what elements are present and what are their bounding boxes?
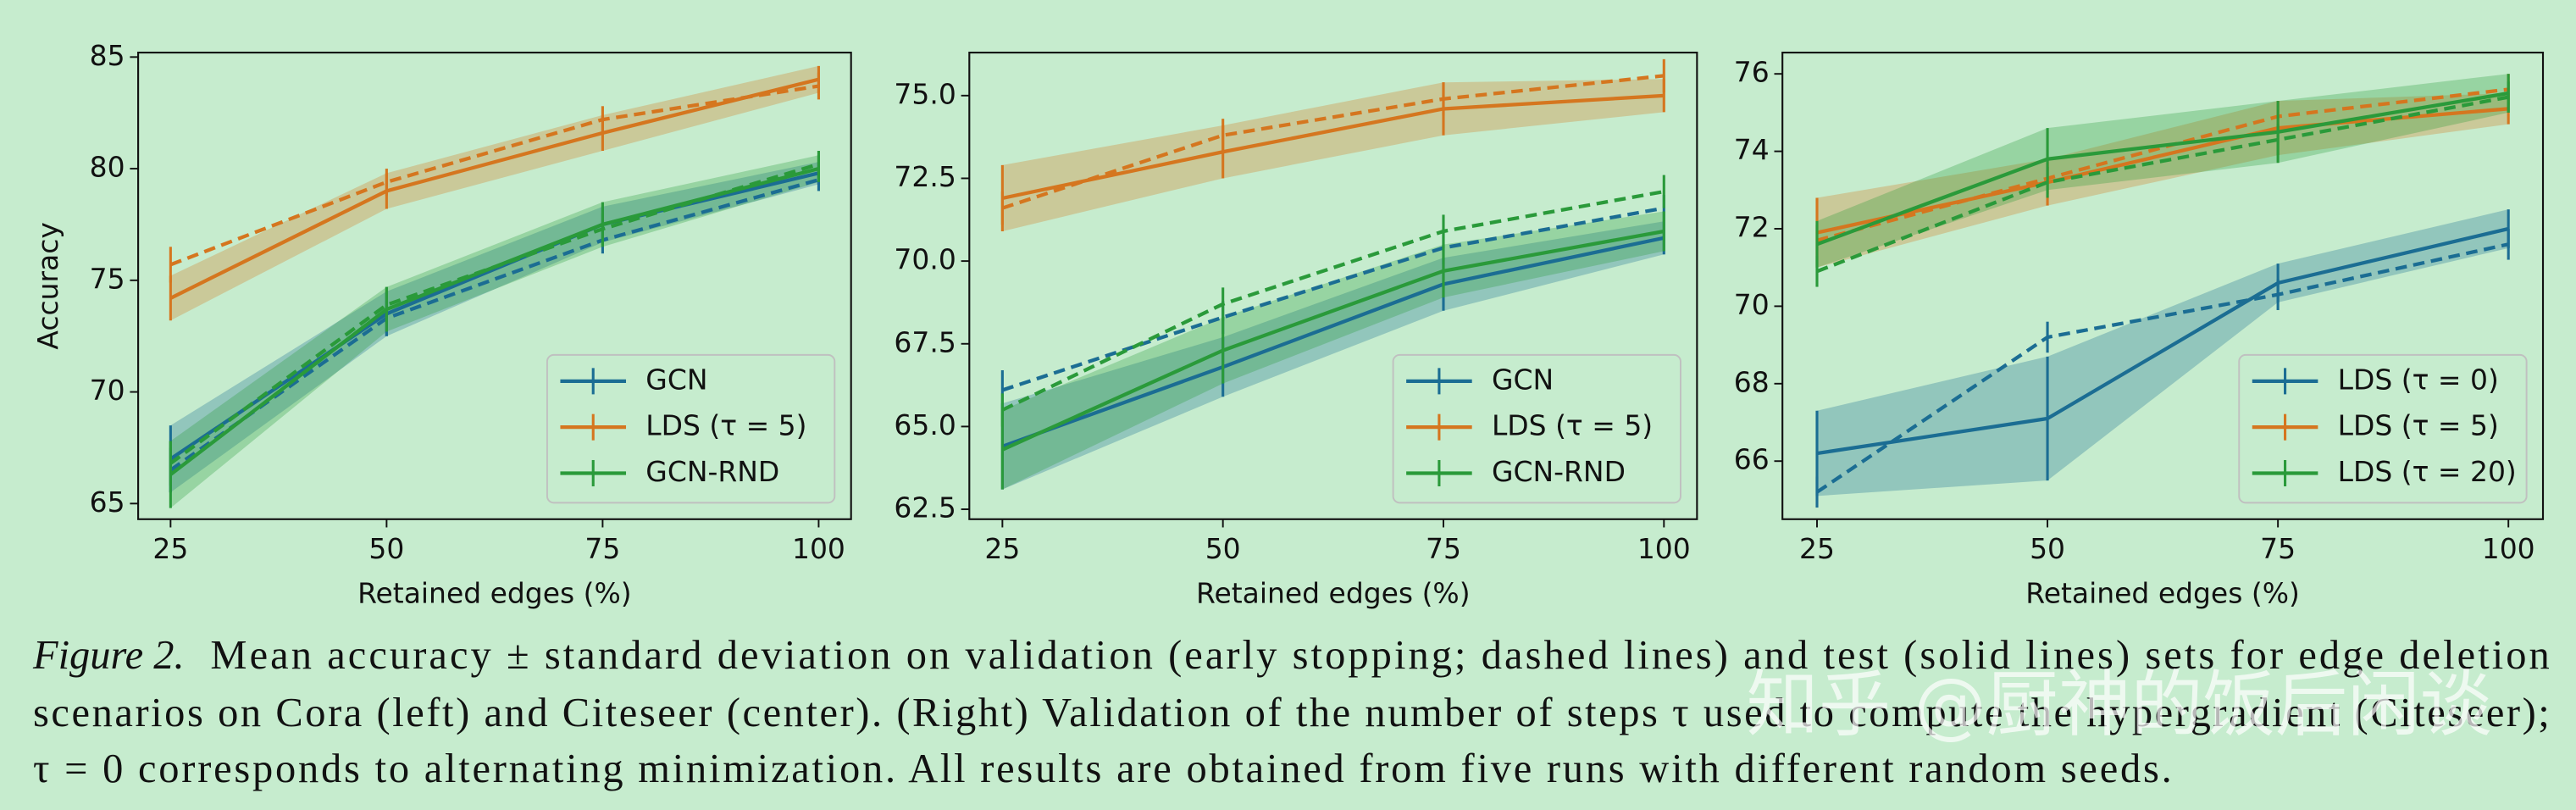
test-line [169,77,819,300]
legend-box [1392,353,1681,504]
validation-line [169,84,819,267]
validation-line [1816,95,2509,274]
x-tick-label: 75 [584,532,620,565]
caption-label: Figure 2. [32,633,185,678]
y-tick-label: 74 [1734,133,1770,166]
plot: 62.5 65.0 67.5 70.0 72.5 75.0 25 50 75 100 Retaine… [894,51,1698,609]
test-line [1816,226,2509,456]
legend-label: GCN-RND [1492,455,1626,488]
y-tick-label: 70 [1734,288,1770,321]
test-line [1001,93,1665,200]
plot: 65 70 75 80 85 25 50 75 100 Retained edges (%) Acc… [31,39,852,609]
y-tick-label: 68 [1734,365,1770,398]
std-band [170,155,819,508]
legend-label: LDS (τ = 5) [1492,409,1653,442]
y-tick-label: 75.0 [894,77,956,110]
validation-line [169,162,820,465]
caption-line: Mean accuracy ± standard deviation on va… [210,633,2549,678]
y-tick-label: 65 [90,485,125,519]
x-tick-label: 25 [152,532,188,565]
x-axis-label: Retained edges (%) [1196,576,1471,609]
x-axis-label: Retained edges (%) [2025,576,2300,609]
x-tick-label: 75 [2260,532,2296,565]
legend-label: LDS (τ = 0) [2338,363,2499,396]
std-band [1002,79,1665,231]
legend-label: LDS (τ = 5) [645,409,806,442]
std-band [1816,93,2509,268]
test-line [1001,229,1665,452]
y-tick-label: 85 [90,39,125,72]
x-tick-label: 50 [2030,532,2065,565]
std-band [1002,221,1665,490]
test-line [1001,236,1665,448]
y-tick-label: 72.5 [894,160,956,193]
plot-frame [137,51,852,520]
legend-label: GCN-RND [645,455,779,488]
validation-line [1001,74,1665,210]
y-tick-label: 62.5 [894,491,956,524]
y-tick-label: 70.0 [894,243,956,276]
x-tick-label: 50 [1205,532,1241,565]
legend-label: GCN [645,363,707,396]
std-band [170,65,819,321]
test-line [1816,91,2509,247]
watermark: 知乎 @厨神的饭后闲谈 [1747,663,2492,747]
legend-box [2238,353,2528,504]
x-tick-label: 50 [368,532,404,565]
legend-label: LDS (τ = 5) [2338,409,2499,442]
x-axis-label: Retained edges (%) [357,576,632,609]
plot-frame [968,51,1698,520]
x-tick-label: 75 [1426,532,1461,565]
y-tick-label: 70 [90,374,125,407]
x-tick-label: 100 [792,532,845,565]
legend-box [546,353,836,504]
y-tick-label: 76 [1734,56,1770,89]
plot: 66 68 70 72 74 76 25 50 75 100 Retained edges (%) L… [1734,51,2545,609]
y-tick-label: 67.5 [894,325,956,358]
std-band [170,162,819,493]
plot-frame [1781,51,2545,520]
legend-label: GCN [1492,363,1554,396]
x-tick-label: 25 [1799,532,1835,565]
validation-line [1001,189,1665,412]
y-tick-label: 72 [1734,211,1770,244]
y-tick-label: 65.0 [894,408,956,441]
validation-line [1001,206,1665,392]
y-tick-label: 75 [90,262,125,295]
y-tick-label: 66 [1734,443,1770,476]
x-tick-label: 25 [984,532,1020,565]
x-tick-label: 100 [1637,532,1691,565]
validation-line [1816,87,2509,242]
y-axis-label: Accuracy [31,222,64,349]
legend-label: LDS (τ = 20) [2338,455,2517,488]
std-band [1002,211,1665,490]
y-tick-label: 80 [90,151,125,184]
x-tick-label: 100 [2482,532,2535,565]
